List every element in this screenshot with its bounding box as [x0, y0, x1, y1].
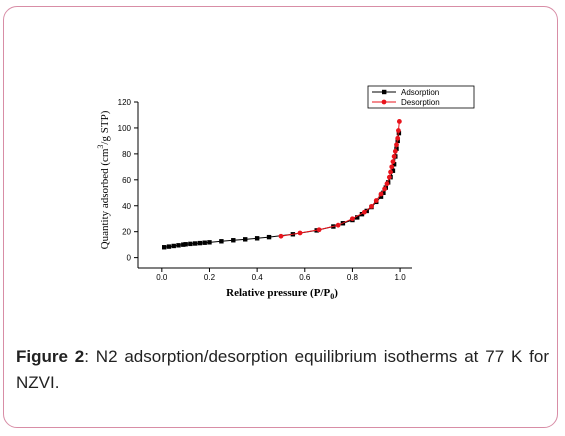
y-tick-label: 40	[122, 202, 131, 211]
data-point	[396, 119, 402, 124]
data-point	[231, 238, 236, 243]
series-adsorption	[162, 130, 402, 250]
caption-label: Figure 2	[16, 347, 85, 366]
legend-label: Desorption	[401, 98, 440, 107]
x-tick-label: 0.2	[204, 273, 216, 282]
y-tick-label: 80	[122, 150, 131, 159]
data-point	[381, 190, 386, 195]
data-point	[396, 128, 401, 133]
data-point	[176, 243, 181, 248]
data-point	[361, 209, 367, 215]
data-point	[219, 239, 224, 244]
data-point	[254, 236, 260, 241]
data-point	[266, 234, 272, 240]
plot-area: 0 20 40 60 80 100 120 0.0 0.2 0.4 0.6 0.8 1.0	[118, 98, 412, 282]
y-tick-label: 100	[118, 124, 132, 133]
x-tick-label: 0.6	[299, 273, 311, 282]
y-tick-label: 20	[122, 228, 131, 237]
legend-label: Adsorption	[401, 88, 439, 97]
x-axis-label: Relative pressure (P/P0)	[226, 287, 338, 301]
data-point	[188, 241, 193, 247]
data-point	[171, 243, 176, 249]
figure-caption: Figure 2: N2 adsorption/desorption equil…	[16, 344, 549, 396]
data-point	[390, 168, 396, 173]
data-point	[396, 130, 402, 136]
data-point	[202, 240, 207, 245]
data-point	[297, 230, 303, 236]
data-point	[394, 142, 399, 148]
data-point	[391, 154, 397, 159]
series-line-segment	[299, 229, 320, 234]
x-tick-label: 0.0	[156, 273, 168, 282]
data-point	[166, 244, 172, 249]
series-line-segment	[318, 224, 339, 231]
data-point	[378, 191, 384, 197]
data-point	[373, 198, 379, 203]
data-point	[391, 162, 397, 167]
data-point	[378, 194, 384, 199]
series-line-segment	[337, 218, 353, 226]
data-point	[197, 240, 203, 246]
data-point	[355, 215, 360, 220]
data-point	[388, 169, 393, 175]
data-point	[192, 241, 198, 246]
data-point	[386, 174, 392, 180]
data-point	[207, 240, 212, 245]
data-point	[389, 164, 395, 170]
x-tick-label: 0.8	[347, 273, 359, 282]
y-axis-label: Quantity adsorbed (cm3/g STP)	[96, 110, 111, 249]
data-point	[335, 222, 341, 228]
data-point	[394, 146, 399, 151]
legend-marker	[381, 99, 387, 105]
data-point	[183, 242, 188, 247]
data-point	[384, 181, 390, 187]
data-point	[364, 208, 369, 214]
figure-frame	[3, 6, 558, 428]
series-line-segment	[280, 232, 301, 237]
data-point	[278, 233, 284, 239]
data-point	[395, 135, 401, 141]
data-point	[359, 211, 365, 217]
y-tick-label: 120	[118, 98, 132, 107]
y-tick-label: 60	[122, 176, 131, 185]
data-point	[350, 216, 355, 222]
data-point	[162, 245, 167, 250]
data-point	[316, 227, 322, 233]
data-point	[382, 186, 387, 192]
data-point	[392, 148, 398, 154]
y-tick-label: 0	[127, 254, 132, 263]
data-point	[390, 159, 396, 165]
series-desorption	[278, 119, 402, 239]
caption-text: : N2 adsorption/desorption equilibrium i…	[16, 347, 549, 392]
x-tick-label: 0.4	[252, 273, 264, 282]
data-point	[369, 203, 374, 209]
legend-marker	[382, 89, 387, 95]
data-point	[181, 242, 186, 247]
x-tick-label: 1.0	[395, 273, 407, 282]
data-point	[243, 237, 248, 242]
